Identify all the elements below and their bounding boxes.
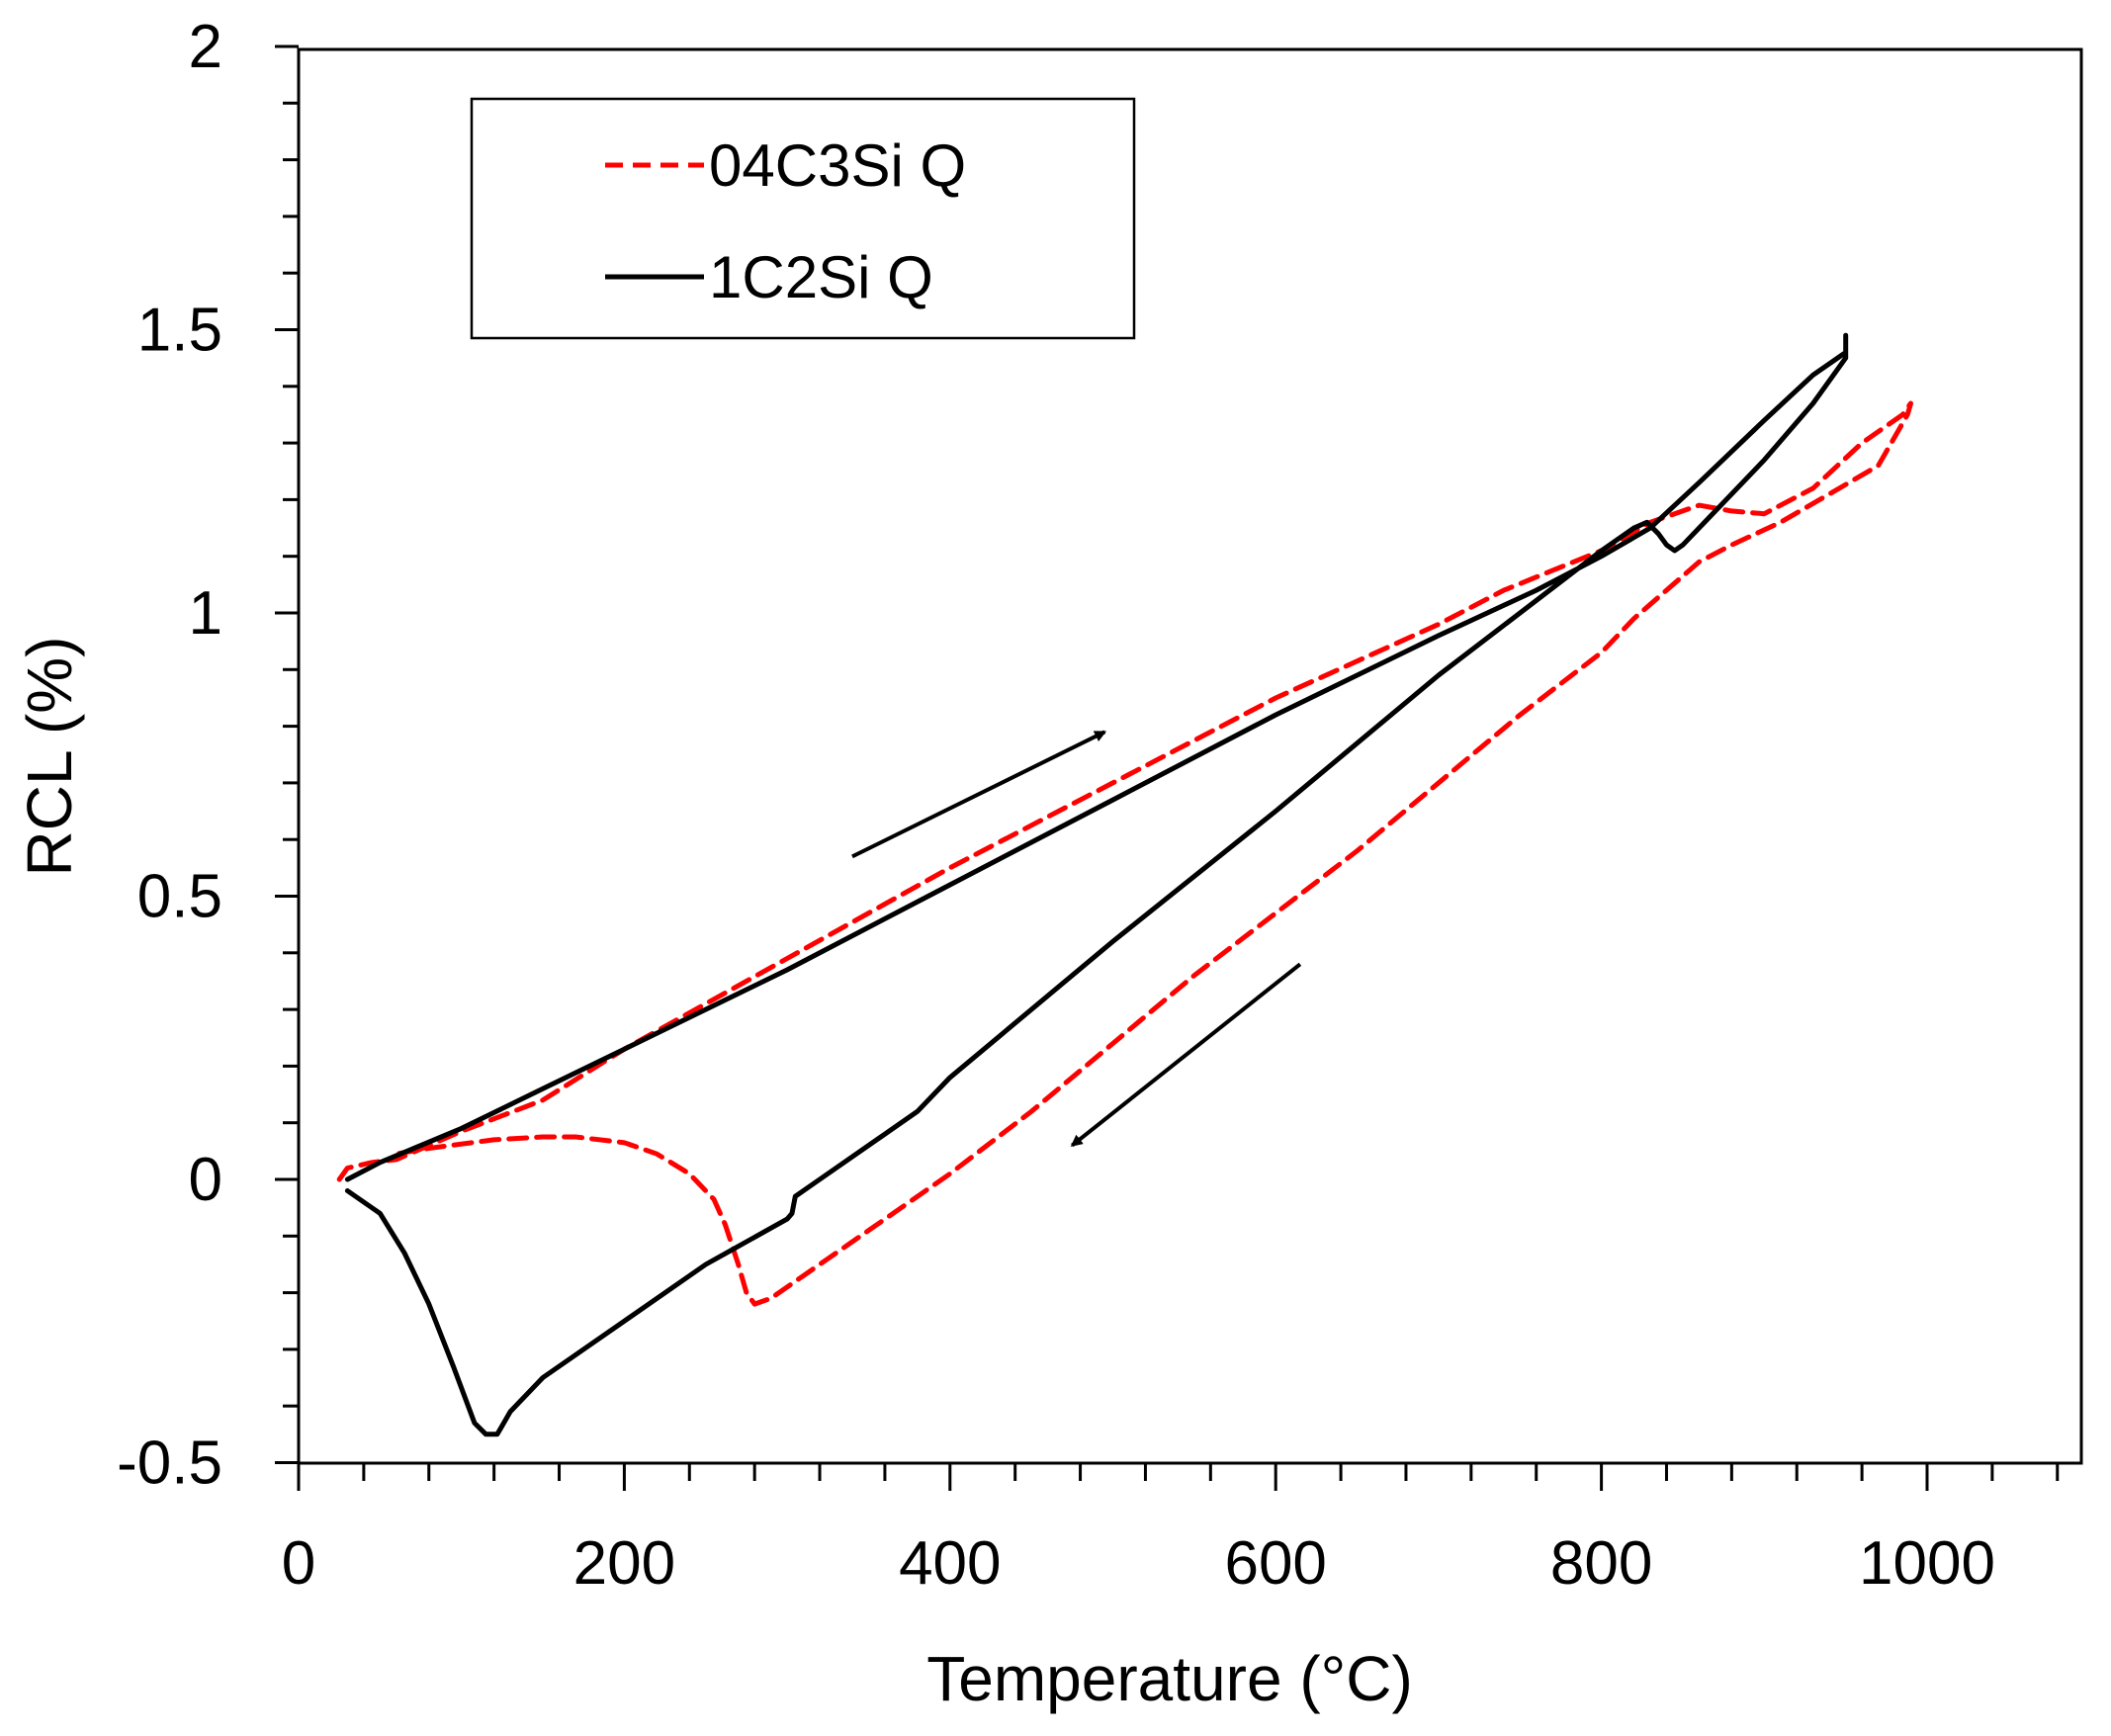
x-tick-label: 1000 — [1859, 1529, 1995, 1598]
y-axis-tick-labels: -0.5 0 0.5 1 1.5 2 — [117, 13, 222, 1498]
cooling-arrow — [1070, 962, 1302, 1148]
series-layer — [336, 332, 1913, 1437]
legend-box — [470, 97, 1136, 340]
y-axis-ticks — [275, 44, 299, 1464]
x-axis-title: Temperature (°C) — [926, 1643, 1413, 1714]
y-tick-label: 1 — [189, 579, 222, 648]
y-tick-label: -0.5 — [117, 1430, 222, 1498]
legend: 04C3Si Q 1C2Si Q — [470, 97, 1136, 340]
heating-arrow — [851, 730, 1107, 859]
x-tick-label: 800 — [1550, 1529, 1652, 1598]
y-tick-label: 1.5 — [137, 297, 222, 365]
series-line-04C3Si-Q — [336, 400, 1913, 1307]
x-tick-label: 400 — [899, 1529, 1001, 1598]
y-axis-title: RCL (%) — [14, 637, 85, 877]
annotation-layer — [851, 730, 1302, 1148]
series-line-1C2Si-Q — [344, 332, 1849, 1437]
legend-label-04C3Si-Q: 04C3Si Q — [709, 132, 966, 199]
x-tick-label: 600 — [1224, 1529, 1326, 1598]
x-tick-label: 0 — [282, 1529, 315, 1598]
plot-frame — [297, 47, 2083, 1465]
y-tick-label: 0 — [189, 1146, 222, 1214]
legend-label-1C2Si-Q: 1C2Si Q — [709, 244, 933, 310]
x-axis-ticks — [297, 1463, 2060, 1491]
x-axis-tick-labels: 0 200 400 600 800 1000 — [282, 1529, 1995, 1598]
y-tick-label: 2 — [189, 13, 222, 81]
y-tick-label: 0.5 — [137, 863, 222, 931]
x-tick-label: 200 — [573, 1529, 675, 1598]
